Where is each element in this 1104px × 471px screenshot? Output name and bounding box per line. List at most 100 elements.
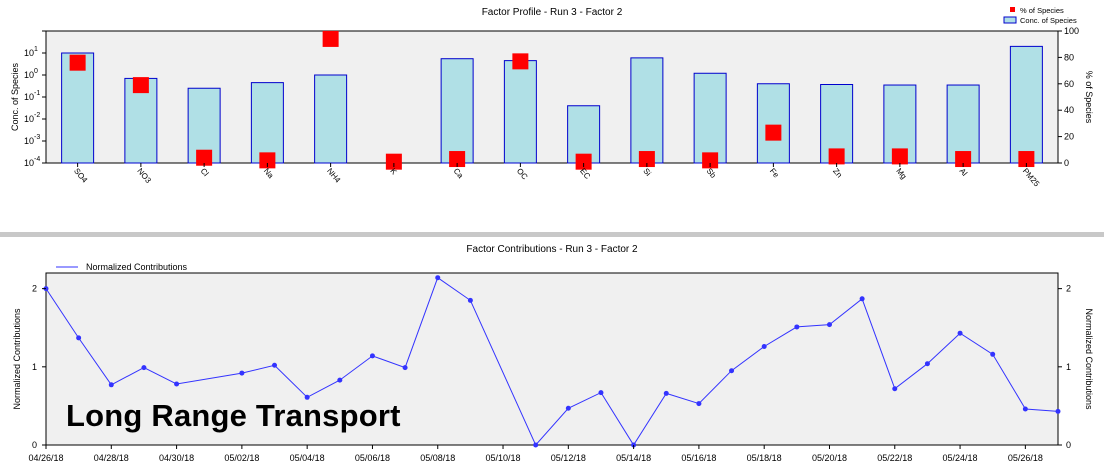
x-tick-label: Cl — [199, 167, 211, 179]
x-tick-label: 05/16/18 — [681, 453, 716, 463]
x-tick-label: Mg — [894, 167, 908, 181]
y-tick-label: 0 — [32, 440, 37, 450]
pct-marker-nh4 — [322, 30, 339, 47]
x-tick-label: 05/02/18 — [224, 453, 259, 463]
panel-divider[interactable] — [0, 232, 1104, 237]
data-point — [272, 362, 278, 368]
x-tick-label: Zn — [831, 167, 844, 180]
x-tick-label: 05/06/18 — [355, 453, 390, 463]
factor-profile-chart: Factor Profile - Run 3 - Factor 2 SO4 NO3… — [10, 6, 1094, 189]
x-tick-label: 05/18/18 — [747, 453, 782, 463]
pct-marker-ec — [575, 153, 592, 170]
data-point — [467, 297, 473, 303]
legend-label: Conc. of Species — [1020, 16, 1077, 25]
x-tick-label: 05/14/18 — [616, 453, 651, 463]
data-point — [337, 377, 343, 383]
data-point — [990, 351, 996, 357]
x-tick-label: 05/26/18 — [1008, 453, 1043, 463]
data-point — [696, 401, 702, 407]
y-tick-label: 101 — [24, 46, 38, 58]
data-point — [598, 390, 604, 396]
bar-oc — [503, 60, 537, 164]
data-point — [76, 335, 82, 341]
overlay-label: Long Range Transport — [66, 398, 401, 433]
bar-so4 — [61, 52, 95, 164]
data-point — [794, 324, 800, 330]
x-tick-label: OC — [515, 167, 530, 182]
pct-marker-oc — [512, 53, 529, 70]
legend-marker-conc — [1003, 16, 1017, 24]
legend-label: % of Species — [1020, 6, 1064, 15]
y-right-tick-label: 40 — [1064, 105, 1074, 115]
data-point — [565, 405, 571, 411]
y-right-tick-label: 80 — [1064, 52, 1074, 62]
data-point — [663, 390, 669, 396]
x-tick-label: PM25 — [1021, 167, 1042, 189]
data-point — [957, 330, 963, 336]
x-tick-label: Si — [641, 167, 653, 178]
data-point — [1022, 406, 1028, 412]
y-right-tick-label: 1 — [1066, 362, 1071, 372]
x-tick-label: Al — [958, 167, 970, 178]
y-tick-label: 1 — [32, 362, 37, 372]
pct-marker-no3 — [132, 77, 149, 94]
data-point — [174, 381, 180, 387]
y-axis-label: Normalized Contributions — [12, 308, 22, 410]
y-tick-label: 10-1 — [24, 90, 40, 102]
x-tick-label: K — [388, 167, 399, 177]
y-right-axis-label: % of Species — [1084, 71, 1094, 124]
y-right-tick-label: 100 — [1064, 26, 1079, 36]
y-tick-label: 100 — [24, 68, 38, 80]
y-right-tick-label: 60 — [1064, 79, 1074, 89]
data-point — [435, 275, 441, 281]
y-tick-label: 2 — [32, 284, 37, 294]
chart-title: Factor Contributions - Run 3 - Factor 2 — [466, 244, 638, 255]
x-tick-label: 05/12/18 — [551, 453, 586, 463]
pct-marker-k — [385, 153, 402, 170]
pct-marker-cl — [196, 149, 213, 166]
data-point — [1055, 408, 1061, 414]
bar-ca — [440, 58, 474, 164]
bar-si — [630, 57, 664, 164]
x-tick-label: 05/24/18 — [943, 453, 978, 463]
x-tick-label: NH4 — [325, 167, 343, 185]
data-point — [892, 386, 898, 392]
x-tick-label: Ca — [452, 167, 466, 181]
legend-marker-pct — [1010, 7, 1015, 12]
y-right-tick-label: 0 — [1064, 158, 1069, 168]
y-right-tick-label: 0 — [1066, 440, 1071, 450]
y-right-tick-label: 2 — [1066, 284, 1071, 294]
data-point — [108, 382, 114, 388]
pct-marker-pm25 — [1018, 151, 1035, 168]
data-point — [729, 368, 735, 374]
data-point — [533, 442, 539, 448]
x-tick-label: 04/26/18 — [28, 453, 63, 463]
x-tick-label: 05/04/18 — [290, 453, 325, 463]
chart-title: Factor Profile - Run 3 - Factor 2 — [482, 7, 623, 18]
data-point — [859, 296, 865, 302]
legend-label: Normalized Contributions — [86, 262, 188, 272]
pct-marker-zn — [828, 148, 845, 165]
x-tick-label: SO4 — [72, 167, 90, 185]
data-point — [141, 365, 147, 371]
series-line — [45, 276, 1059, 446]
data-point — [924, 361, 930, 367]
y-right-tick-label: 20 — [1064, 132, 1074, 142]
y-tick-label: 10-4 — [24, 156, 40, 168]
x-tick-label: Na — [262, 167, 276, 181]
pct-marker-mg — [891, 148, 908, 165]
data-point — [761, 343, 767, 349]
bar-ec — [567, 105, 601, 164]
data-point — [402, 365, 408, 371]
data-point — [826, 322, 832, 328]
y-axis-label: Conc. of Species — [10, 62, 20, 131]
x-tick-label: Sb — [705, 167, 719, 181]
x-tick-label: 05/22/18 — [877, 453, 912, 463]
pct-marker-ca — [449, 151, 466, 168]
bar-al — [946, 84, 980, 164]
data-point — [304, 394, 310, 400]
plot-area — [45, 272, 1059, 446]
x-tick-label: Fe — [768, 167, 781, 180]
